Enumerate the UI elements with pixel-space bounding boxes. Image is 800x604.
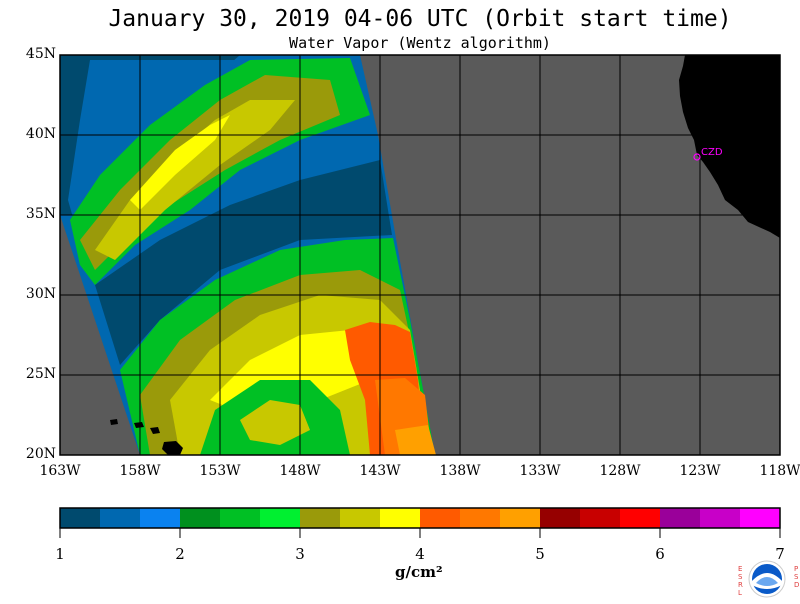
map-frame xyxy=(59,54,781,456)
lat-lon-grid xyxy=(60,55,780,455)
north-america-land xyxy=(679,55,780,238)
city-marker xyxy=(693,153,701,161)
lon-tick-label: 158W xyxy=(119,463,161,479)
lon-tick-label: 163W xyxy=(39,463,81,479)
swath-moist-strip xyxy=(68,60,240,225)
lon-tick-label: 118W xyxy=(759,463,800,479)
lat-tick-label: 20N xyxy=(25,446,56,462)
colorbar-segment xyxy=(460,508,501,528)
colorbar-segment xyxy=(380,508,421,528)
colorbar-segment xyxy=(260,508,301,528)
hawaii-big-island xyxy=(162,441,183,455)
colorbar-tick-label: 6 xyxy=(655,545,665,563)
colorbar-segment xyxy=(220,508,261,528)
band-upper-yellow xyxy=(95,100,295,260)
band-lower-yellow-patch xyxy=(240,400,310,445)
colorbar-segment xyxy=(620,508,661,528)
lon-tick-label: 143W xyxy=(359,463,401,479)
colorbar-segment xyxy=(500,508,541,528)
lon-tick-label: 148W xyxy=(279,463,321,479)
colorbar-segment xyxy=(700,508,741,528)
hawaii-maui xyxy=(150,427,160,434)
lat-tick-label: 25N xyxy=(25,366,56,382)
colorbar-segment xyxy=(580,508,621,528)
map-title: January 30, 2019 04-06 UTC (Orbit start … xyxy=(108,6,732,32)
colorbar-segment xyxy=(140,508,181,528)
hawaii-oahu xyxy=(134,422,144,428)
colorbar-segment xyxy=(180,508,221,528)
swath-dry-middle xyxy=(95,160,392,365)
band-upper-bright xyxy=(130,115,230,210)
colorbar-segment xyxy=(60,508,101,528)
colorbar-segment xyxy=(420,508,461,528)
colorbar-tick-label: 7 xyxy=(775,545,785,563)
colorbar-segment xyxy=(100,508,141,528)
colorbar-tick-label: 5 xyxy=(535,545,545,563)
lon-tick-label: 133W xyxy=(519,463,561,479)
colorbar-tick-label: 3 xyxy=(295,545,305,563)
noaa-logo xyxy=(734,555,800,600)
colorbar-segment xyxy=(740,508,781,528)
lon-tick-label: 138W xyxy=(439,463,481,479)
colorbar-segment xyxy=(540,508,581,528)
colorbar-frame xyxy=(59,507,781,529)
lon-tick-label: 153W xyxy=(199,463,241,479)
colorbar-units: g/cm² xyxy=(395,563,443,581)
hawaii-kauai xyxy=(110,419,118,425)
colorbar-segment xyxy=(300,508,341,528)
colorbar-tick-label: 2 xyxy=(175,545,185,563)
colorbar-segment xyxy=(660,508,701,528)
map-subtitle: Water Vapor (Wentz algorithm) xyxy=(289,34,551,52)
lat-tick-label: 45N xyxy=(25,46,56,62)
lat-tick-label: 35N xyxy=(25,206,56,222)
lat-tick-label: 30N xyxy=(25,286,56,302)
colorbar-tick-label: 4 xyxy=(415,545,425,563)
colorbar xyxy=(59,508,781,538)
lon-tick-label: 123W xyxy=(679,463,721,479)
lon-tick-label: 128W xyxy=(599,463,641,479)
band-high-amber xyxy=(395,425,436,455)
city-label: CZD xyxy=(701,147,723,158)
lat-tick-label: 40N xyxy=(25,126,56,142)
colorbar-tick-label: 1 xyxy=(55,545,65,563)
colorbar-segment xyxy=(340,508,381,528)
